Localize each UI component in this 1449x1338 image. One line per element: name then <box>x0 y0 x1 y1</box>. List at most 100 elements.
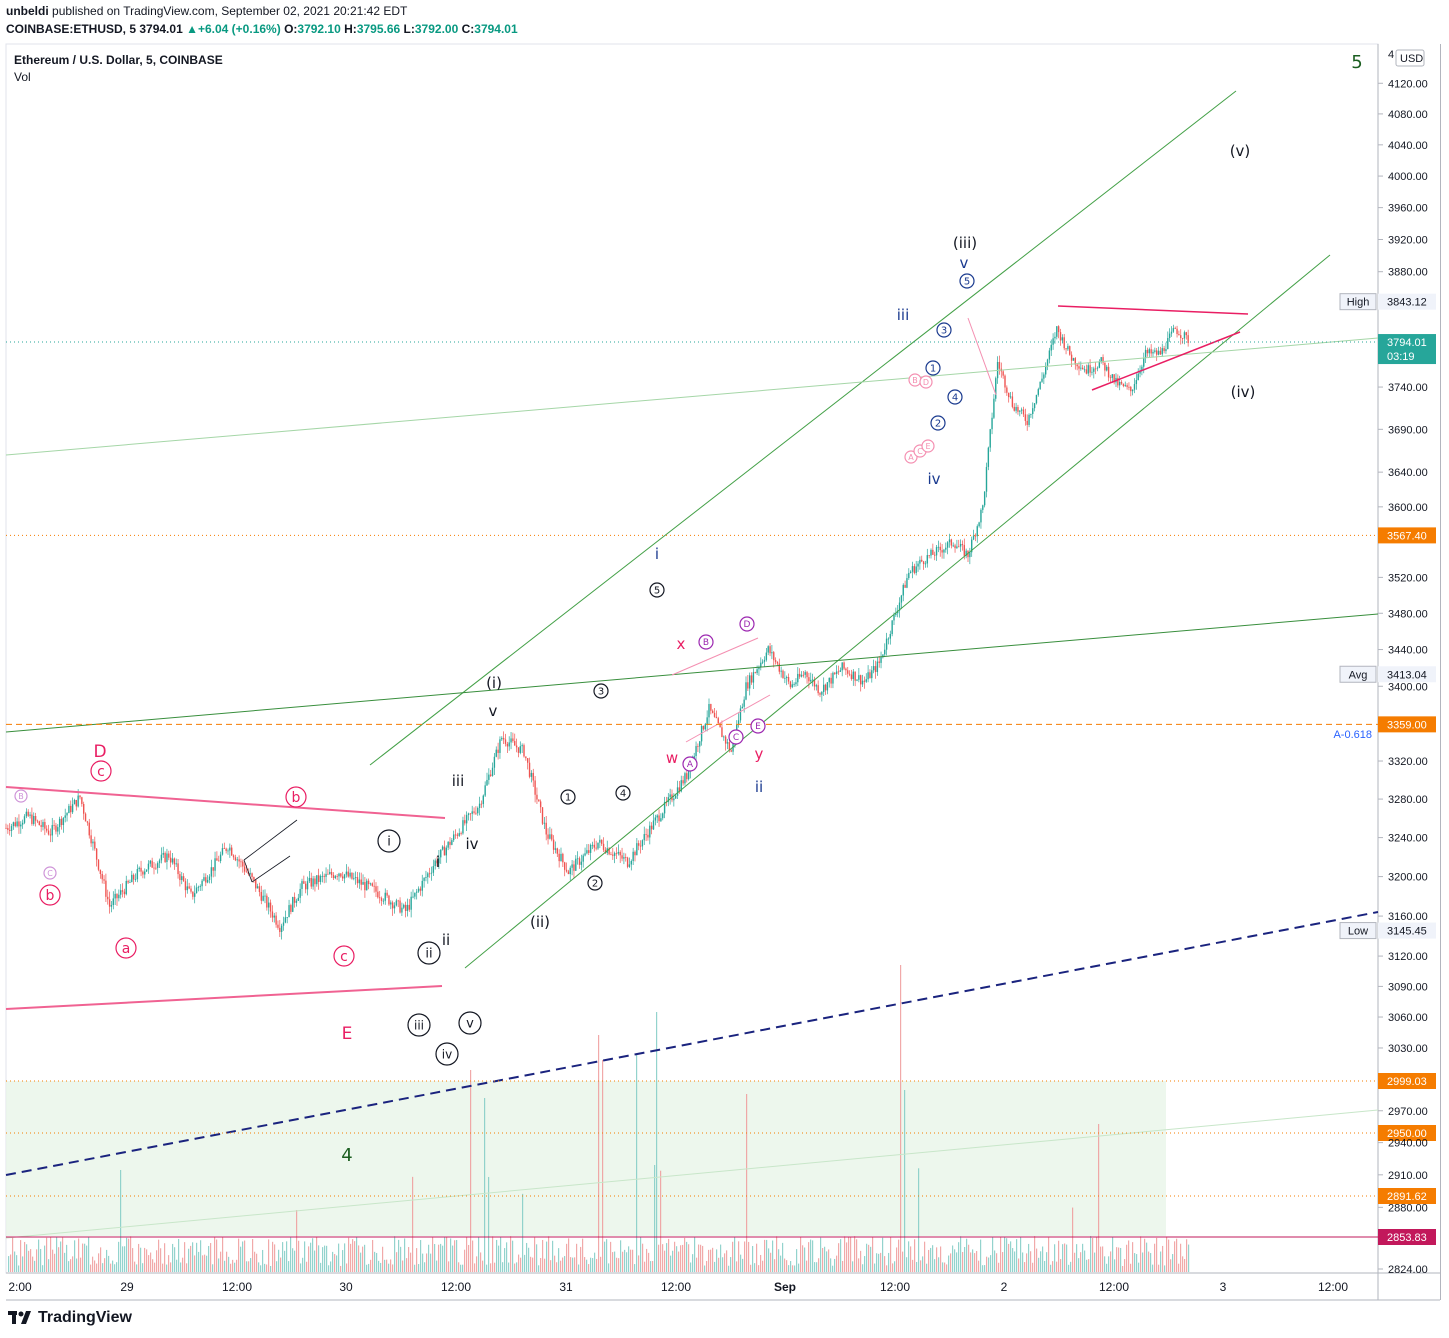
volume-bar <box>400 1246 402 1272</box>
volume-bar <box>608 1263 610 1272</box>
volume-bar <box>820 1237 822 1272</box>
volume-bar <box>218 1258 220 1272</box>
volume-bar <box>792 1265 794 1272</box>
high-value: 3795.66 <box>356 22 401 36</box>
volume-bar <box>154 1262 156 1272</box>
candle-body <box>906 578 908 588</box>
volume-bar <box>84 1243 86 1272</box>
candle-body <box>1109 377 1112 379</box>
candle-body <box>958 546 960 548</box>
volume-bar <box>754 1263 756 1272</box>
candle-body <box>1178 334 1180 336</box>
volume-bar <box>382 1246 384 1272</box>
drawings <box>5 90 1379 1239</box>
volume-bar <box>212 1264 214 1272</box>
volume-bar <box>1048 1237 1050 1272</box>
candle-body <box>10 826 13 831</box>
candle-body <box>1006 387 1008 393</box>
volume-bar <box>446 1236 448 1272</box>
volume-bar <box>254 1251 256 1272</box>
candle-body <box>880 657 882 663</box>
volume-bar <box>176 1259 178 1272</box>
candle-body <box>517 747 520 753</box>
candle-body <box>1122 383 1125 387</box>
volume-bar <box>386 1259 388 1272</box>
candle-body <box>817 685 819 694</box>
volume-bar <box>972 1249 974 1272</box>
candle-body <box>669 794 671 798</box>
volume-bar <box>1040 1251 1042 1272</box>
volume-bar <box>1010 1241 1012 1272</box>
volume-bar <box>994 1250 996 1272</box>
trend-line <box>5 337 1379 456</box>
volume-bar <box>294 1250 296 1272</box>
volume-bar <box>228 1256 230 1272</box>
candle-body <box>364 882 366 891</box>
candle-body <box>460 833 462 834</box>
candle-body <box>482 795 484 804</box>
volume-bar <box>958 1242 960 1272</box>
volume-bar <box>950 1253 952 1272</box>
volume-bar <box>960 1236 962 1272</box>
volume-bar <box>1112 1236 1114 1272</box>
candle-body <box>440 849 442 858</box>
candle-body <box>673 798 675 801</box>
candle-body <box>162 852 164 855</box>
volume-bar <box>402 1260 404 1272</box>
trend-line <box>5 911 1379 1176</box>
candle-body <box>612 854 614 856</box>
wave-blue-1-circled: 1 <box>930 364 936 375</box>
candle-body <box>147 863 150 870</box>
candle-body <box>423 878 425 881</box>
volume-bar <box>784 1258 786 1272</box>
volume-bar <box>182 1257 184 1272</box>
price-label-box <box>1378 334 1436 365</box>
candle-body <box>913 566 916 573</box>
volume-bar <box>862 1264 864 1272</box>
volume-bar <box>130 1236 132 1272</box>
candle-body <box>25 811 28 817</box>
candle-body <box>1028 414 1030 425</box>
wave-c-circled-ring <box>90 760 112 782</box>
volume-bar <box>1004 1236 1006 1272</box>
candle-body <box>360 879 362 885</box>
volume-bar <box>582 1238 584 1272</box>
open-label: O: <box>284 22 298 36</box>
volume-bar <box>500 1237 502 1272</box>
candle-body <box>134 879 137 880</box>
candle-body <box>114 893 116 899</box>
candle-body <box>1041 378 1043 382</box>
volume-bar <box>124 1246 126 1272</box>
price-label-text: 2999.03 <box>1387 1076 1427 1088</box>
time-tick-label: Sep <box>774 1280 796 1294</box>
candle-body <box>116 893 118 899</box>
candle-body <box>103 879 105 881</box>
candle-body <box>57 827 59 832</box>
candle-body <box>543 822 546 824</box>
wave-iii-circled-ring <box>407 1013 431 1037</box>
volume-bar <box>172 1243 174 1272</box>
candle-body <box>401 907 403 913</box>
volume-bar <box>458 1262 460 1272</box>
candle-body <box>395 900 398 906</box>
volume-bar <box>1178 1263 1180 1272</box>
candle-body <box>530 772 533 777</box>
volume-bar <box>968 1244 970 1272</box>
volume-bar <box>560 1260 562 1272</box>
wave-pink-B: B <box>912 376 918 385</box>
volume-bar <box>310 1242 312 1272</box>
candle-body <box>20 824 22 827</box>
volume-bar <box>670 1255 672 1272</box>
volume-bar <box>1076 1244 1078 1272</box>
volume-bar <box>460 1264 462 1272</box>
volume-bar <box>1102 1246 1104 1272</box>
candle-body <box>90 835 92 844</box>
candle-body <box>465 815 468 824</box>
volume-bar <box>716 1249 718 1272</box>
volume-bar <box>96 1263 98 1272</box>
candle-body <box>371 883 373 886</box>
candle-body <box>251 873 253 877</box>
candle-body <box>638 843 640 846</box>
volume-bar <box>1142 1252 1144 1272</box>
